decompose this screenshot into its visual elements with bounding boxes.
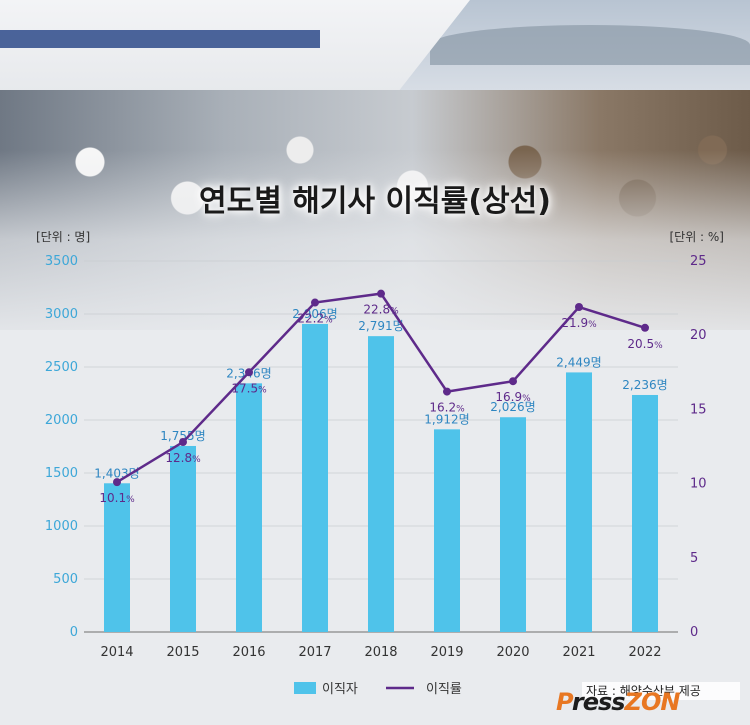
right-tick-label: 25: [690, 254, 707, 269]
bar-value-label: 2,906명: [292, 307, 337, 321]
right-axis-ticks: 0 5 10 15 20 25: [690, 254, 707, 640]
x-tick-label: 2018: [364, 645, 397, 660]
rate-value-label: 20.5%: [627, 337, 663, 351]
rate-value-label: 16.9%: [495, 390, 531, 404]
photo-ship-banner: [0, 30, 320, 48]
rate-point: [509, 377, 517, 386]
photo-hill: [430, 25, 750, 65]
x-tick-label: 2016: [232, 645, 265, 660]
bar-value-label: 2,236명: [622, 378, 667, 392]
x-tick-label: 2021: [562, 645, 595, 660]
right-axis-unit: [단위 : %]: [669, 230, 724, 244]
bar-value-label: 2,026명: [490, 400, 535, 414]
right-tick-label: 20: [690, 328, 707, 343]
logo-text-zon: ZON: [624, 688, 681, 716]
rate-point: [443, 387, 451, 396]
x-tick-label: 2017: [298, 645, 331, 660]
bar: [500, 417, 526, 632]
x-axis-ticks: 2014 2015 2016 2017 2018 2019 2020 2021 2022: [100, 645, 661, 660]
bar: [302, 323, 328, 632]
bar: [566, 372, 592, 632]
x-tick-label: 2022: [628, 645, 661, 660]
rate-value-label: 10.1%: [99, 491, 135, 505]
rate-point: [377, 289, 385, 298]
bar-value-label: 2,791명: [358, 319, 403, 333]
logo-text-ress: ress: [571, 688, 626, 716]
left-tick-label: 1000: [45, 519, 78, 534]
logo-letter-p: P: [556, 688, 573, 716]
left-axis-unit: [단위 : 명]: [36, 230, 90, 244]
left-tick-label: 0: [70, 625, 78, 640]
x-tick-label: 2015: [166, 645, 199, 660]
rate-point: [113, 478, 121, 487]
x-tick-label: 2020: [496, 645, 529, 660]
bar: [104, 483, 130, 632]
bar-value-labels: 1,403명1,755명2,346명2,906명2,791명1,912명2,02…: [94, 307, 667, 480]
bar-value-label: 1,912명: [424, 412, 469, 426]
legend-bar-label: 이직자: [322, 682, 358, 697]
right-tick-label: 10: [690, 477, 707, 492]
bar-value-label: 2,449명: [556, 355, 601, 369]
bar-series: [104, 323, 658, 632]
rate-value-label: 22.2%: [297, 312, 333, 326]
legend-line-label: 이직률: [426, 682, 462, 697]
bar-value-label: 1,755명: [160, 429, 205, 443]
legend-bar-swatch: [294, 682, 316, 694]
rate-point: [179, 438, 187, 447]
left-tick-label: 2000: [45, 413, 78, 428]
bar: [368, 336, 394, 632]
left-tick-label: 3000: [45, 307, 78, 322]
x-tick-label: 2019: [430, 645, 463, 660]
right-tick-label: 0: [690, 625, 698, 640]
rate-points: [113, 289, 649, 487]
chart-title: 연도별 해기사 이직률(상선): [199, 184, 551, 219]
background-fade: [0, 150, 750, 350]
right-tick-label: 15: [690, 402, 707, 417]
rate-value-label: 16.2%: [429, 401, 465, 415]
rate-point: [575, 303, 583, 312]
right-tick-label: 5: [690, 551, 698, 566]
pressZON-logo: PressZON: [556, 688, 681, 716]
left-axis-ticks: 0 500 1000 1500 2000 2500 3000 3500: [45, 254, 78, 640]
rate-value-label: 17.5%: [231, 381, 267, 395]
credit: 자료 : 해양수산부 제공 PressZON: [556, 680, 742, 716]
bar: [632, 394, 658, 632]
legend: 이직자 이직률: [294, 682, 462, 697]
rate-value-label: 21.9%: [561, 316, 597, 330]
left-tick-label: 500: [53, 572, 78, 587]
rate-point: [311, 298, 319, 307]
rate-value-labels: 10.1% 12.8% 17.5% 22.2% 22.8% 16.2% 16.9% 21.9%…: [99, 303, 663, 505]
x-tick-label: 2014: [100, 645, 133, 660]
rate-value-label: 12.8%: [165, 451, 201, 465]
left-tick-label: 2500: [45, 360, 78, 375]
source-credit: 자료 : 해양수산부 제공: [586, 684, 701, 698]
rate-point: [641, 323, 649, 332]
bar: [236, 383, 262, 632]
bar: [434, 429, 460, 632]
left-tick-label: 3500: [45, 254, 78, 269]
rate-value-label: 22.8%: [363, 303, 399, 317]
credit-backdrop: [582, 682, 740, 700]
rate-point: [245, 368, 253, 377]
bar-value-label: 1,403명: [94, 466, 139, 480]
left-tick-label: 1500: [45, 466, 78, 481]
bar: [170, 445, 196, 632]
